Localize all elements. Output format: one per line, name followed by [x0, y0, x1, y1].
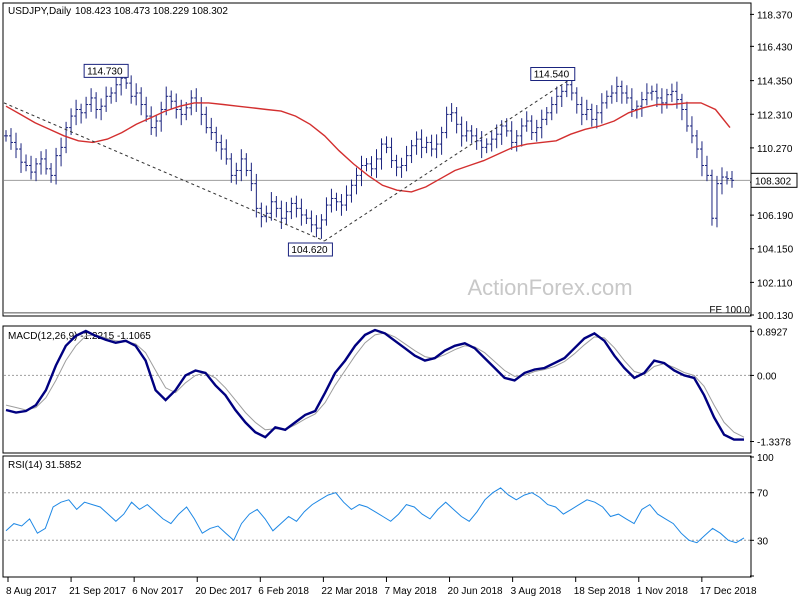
watermark-text: ActionForex.com	[467, 275, 632, 300]
price-annotations: 114.730 104.620 114.540	[83, 63, 576, 257]
trend-line-down	[3, 102, 325, 242]
symbol-label: USDJPY,Daily	[8, 6, 71, 17]
annotation-box	[287, 242, 333, 257]
x-tick-label: 6 Feb 2018	[258, 586, 309, 597]
annotation-label: 114.730	[87, 66, 123, 77]
price-tick-label: 106.190	[757, 211, 794, 222]
price-tick-label: 114.350	[757, 77, 793, 88]
price-tick-label: 102.110	[757, 278, 793, 289]
macd-tick-label: -1.3378	[757, 438, 791, 449]
macd-tick-label: 0.00	[757, 371, 777, 382]
price-tick-label: 118.370	[757, 10, 793, 21]
macd-panel-frame	[2, 325, 752, 454]
rsi-tick-label: 100	[757, 453, 774, 464]
price-plot	[3, 68, 734, 242]
price-tick-label: 104.150	[757, 245, 794, 256]
x-tick-label: 8 Aug 2017	[6, 586, 57, 597]
x-tick-label: 3 Aug 2018	[511, 586, 562, 597]
x-tick-label: 6 Nov 2017	[132, 586, 184, 597]
rsi-plot	[5, 487, 745, 544]
rsi-axis: 100 70 30	[4, 453, 774, 577]
price-tick-label: 116.430	[757, 42, 793, 53]
x-tick-label: 18 Sep 2018	[574, 586, 631, 597]
macd-plot	[5, 328, 745, 441]
rsi-line	[5, 487, 745, 544]
moving-average-line	[5, 102, 731, 193]
price-axis: 118.370116.430114.350112.310110.270108.1…	[4, 10, 798, 322]
price-tick-label: 100.130	[757, 311, 794, 322]
trend-line-up	[324, 77, 574, 242]
macd-line	[5, 328, 744, 441]
macd-signal-line	[5, 332, 745, 438]
price-panel-frame	[2, 2, 752, 317]
rsi-label: RSI(14) 31.5852	[8, 460, 82, 471]
x-tick-label: 20 Jun 2018	[448, 586, 503, 597]
rsi-panel-frame	[2, 455, 752, 578]
current-price-label: 108.302	[755, 176, 792, 187]
x-tick-label: 20 Dec 2017	[195, 586, 252, 597]
ohlc-label: 108.423 108.473 108.229 108.302	[75, 6, 228, 17]
fib-label: FE 100.0	[709, 305, 750, 316]
current-price-box	[750, 172, 798, 188]
rsi-tick-label: 30	[757, 536, 769, 547]
x-tick-label: 17 Dec 2018	[700, 586, 757, 597]
rsi-tick-label: 70	[757, 489, 769, 500]
price-tick-label: 112.310	[757, 110, 793, 121]
x-tick-label: 1 Nov 2018	[637, 586, 689, 597]
x-axis: 8 Aug 2017 21 Sep 2017 6 Nov 2017 20 Dec 20…	[6, 577, 757, 597]
macd-label: MACD(12,26,9) -1.2215 -1.1065	[8, 331, 151, 342]
annotation-box	[530, 67, 576, 82]
annotation-label: 114.540	[534, 70, 570, 81]
x-tick-label: 21 Sep 2017	[69, 586, 126, 597]
x-tick-label: 22 Mar 2018	[321, 586, 378, 597]
macd-axis: 0.8927 0.00 -1.3378	[4, 327, 791, 449]
x-tick-label: 7 May 2018	[384, 586, 437, 597]
annotation-box	[83, 63, 129, 78]
price-tick-label: 110.270	[757, 144, 793, 155]
annotation-label: 104.620	[291, 245, 328, 256]
macd-tick-label: 0.8927	[757, 327, 788, 338]
